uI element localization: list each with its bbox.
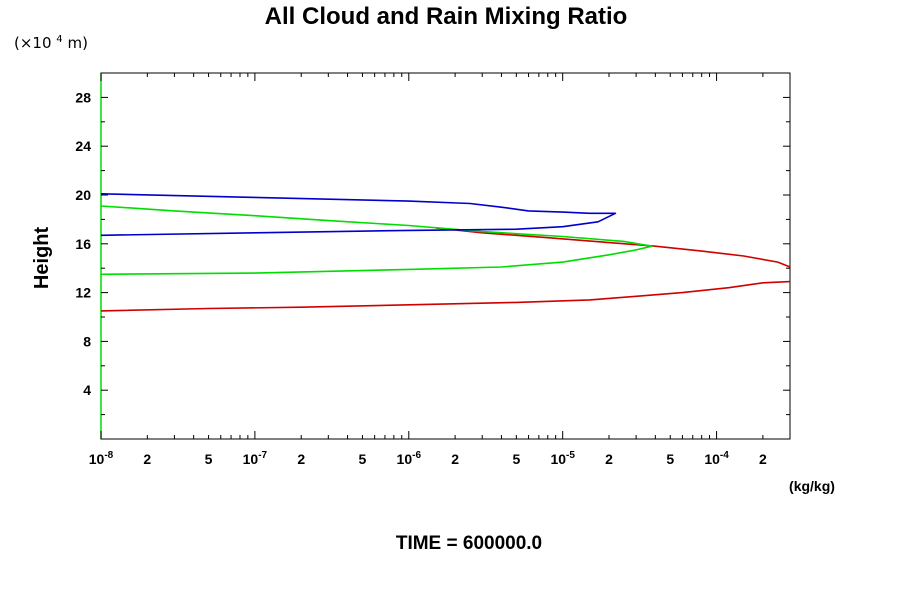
time-label: TIME = 600000.0 <box>396 533 542 554</box>
series-line-2 <box>435 227 791 268</box>
x-tick-label: 2 <box>143 451 151 467</box>
x-tick-label: 2 <box>451 451 459 467</box>
y-tick-label: 24 <box>75 138 91 154</box>
y-tick-label: 28 <box>75 89 91 105</box>
series-line-4 <box>100 193 617 237</box>
y-tick-label: 20 <box>75 187 91 203</box>
x-tick-label: 10-8 <box>89 450 114 467</box>
x-tick-label: 10-4 <box>704 450 729 467</box>
y-axis-label: Height <box>31 227 53 290</box>
x-tick-label: 2 <box>297 451 305 467</box>
y-axis-unit-exponent: 4 <box>56 34 62 45</box>
y-tick-label: 4 <box>83 382 91 398</box>
y-axis-unit: (×10 4 m) <box>14 28 88 52</box>
x-tick-label: 5 <box>205 451 213 467</box>
series-line-1 <box>100 280 791 312</box>
y-tick-label: 12 <box>75 285 91 301</box>
x-tick-label: 2 <box>759 451 767 467</box>
chart-title: All Cloud and Rain Mixing Ratio <box>265 3 628 30</box>
y-axis-unit-suffix: m) <box>67 34 87 52</box>
x-tick-label: 10-5 <box>550 450 575 467</box>
plot-frame <box>100 72 791 440</box>
x-tick-label: 5 <box>666 451 674 467</box>
series-layer <box>100 193 791 312</box>
x-tick-label: 5 <box>512 451 520 467</box>
y-axis-unit-prefix: (×10 <box>14 34 52 52</box>
x-tick-label: 10-7 <box>243 450 268 467</box>
x-axis-ticks: 10-8 2 5 10-7 2 5 10-6 2 5 10-5 2 5 10-4 2 <box>89 73 791 467</box>
x-tick-label: 2 <box>605 451 613 467</box>
x-tick-label: 5 <box>359 451 367 467</box>
y-tick-label: 16 <box>75 236 91 252</box>
series-line-3 <box>100 205 653 276</box>
y-tick-label: 8 <box>83 333 91 349</box>
y-axis-ticks: 4 8 12 16 20 24 28 <box>75 89 790 416</box>
x-axis-unit: (kg/kg) <box>789 478 835 494</box>
x-tick-label: 10-6 <box>397 450 422 467</box>
